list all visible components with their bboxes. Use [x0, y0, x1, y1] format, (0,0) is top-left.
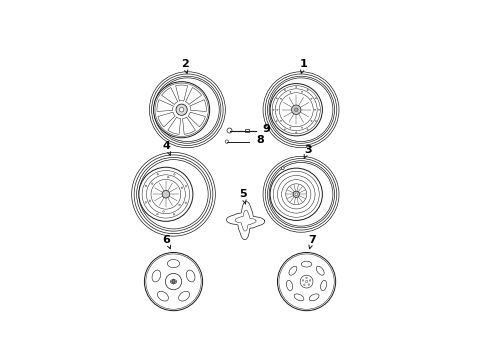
Ellipse shape: [290, 91, 291, 93]
Polygon shape: [158, 112, 175, 127]
Circle shape: [173, 213, 175, 215]
Polygon shape: [186, 87, 201, 104]
Polygon shape: [183, 117, 196, 134]
Ellipse shape: [307, 89, 308, 91]
Text: 2: 2: [181, 59, 189, 73]
Polygon shape: [157, 100, 173, 112]
Circle shape: [295, 193, 297, 195]
Circle shape: [305, 280, 308, 283]
Ellipse shape: [284, 129, 286, 130]
Ellipse shape: [186, 270, 195, 282]
Text: 9: 9: [262, 124, 270, 134]
Circle shape: [293, 191, 299, 197]
Ellipse shape: [311, 120, 312, 121]
Ellipse shape: [289, 266, 297, 275]
Circle shape: [176, 104, 187, 115]
Polygon shape: [188, 112, 205, 127]
Circle shape: [277, 252, 336, 311]
Ellipse shape: [318, 109, 319, 110]
Text: 4: 4: [163, 141, 171, 155]
Ellipse shape: [306, 277, 307, 279]
Ellipse shape: [301, 127, 303, 128]
Ellipse shape: [276, 98, 277, 99]
Circle shape: [157, 174, 159, 175]
Ellipse shape: [273, 109, 274, 110]
Circle shape: [168, 176, 169, 178]
Polygon shape: [168, 117, 181, 134]
Circle shape: [294, 108, 298, 112]
Circle shape: [281, 167, 284, 170]
Text: 8: 8: [257, 135, 265, 145]
Ellipse shape: [315, 98, 317, 99]
Ellipse shape: [179, 291, 190, 301]
Circle shape: [270, 84, 322, 136]
Ellipse shape: [301, 91, 303, 93]
Circle shape: [173, 281, 174, 282]
Ellipse shape: [294, 294, 304, 301]
Circle shape: [270, 168, 322, 220]
Text: 6: 6: [163, 235, 171, 249]
Ellipse shape: [280, 98, 282, 99]
Ellipse shape: [316, 266, 324, 275]
Circle shape: [157, 213, 158, 215]
Bar: [245, 129, 249, 132]
Ellipse shape: [315, 109, 316, 110]
Ellipse shape: [152, 270, 161, 282]
Ellipse shape: [168, 260, 180, 267]
Polygon shape: [190, 100, 206, 112]
Ellipse shape: [276, 121, 277, 122]
Ellipse shape: [284, 89, 286, 91]
Circle shape: [151, 183, 153, 184]
Text: 7: 7: [308, 235, 316, 249]
Text: 3: 3: [304, 145, 312, 158]
Circle shape: [179, 108, 184, 112]
Polygon shape: [226, 202, 265, 240]
Ellipse shape: [310, 280, 311, 281]
Ellipse shape: [320, 280, 327, 291]
Circle shape: [181, 187, 183, 189]
Text: 1: 1: [300, 59, 308, 73]
Circle shape: [185, 185, 187, 187]
Ellipse shape: [307, 129, 308, 130]
Ellipse shape: [277, 109, 278, 110]
Ellipse shape: [296, 132, 297, 133]
Circle shape: [179, 204, 180, 206]
Circle shape: [165, 274, 182, 290]
Text: 5: 5: [239, 189, 246, 204]
Ellipse shape: [287, 280, 293, 291]
Circle shape: [145, 202, 147, 203]
Circle shape: [149, 200, 150, 202]
Circle shape: [162, 190, 170, 198]
Ellipse shape: [311, 98, 312, 99]
Ellipse shape: [302, 280, 304, 281]
Circle shape: [173, 174, 175, 175]
Circle shape: [153, 82, 210, 138]
Ellipse shape: [315, 121, 317, 122]
Circle shape: [145, 185, 147, 186]
Ellipse shape: [304, 284, 305, 285]
Circle shape: [145, 252, 203, 311]
Circle shape: [163, 211, 164, 212]
Polygon shape: [162, 87, 178, 104]
Ellipse shape: [296, 86, 297, 87]
Ellipse shape: [308, 284, 310, 285]
Ellipse shape: [290, 127, 291, 128]
Ellipse shape: [157, 291, 169, 301]
Ellipse shape: [280, 120, 282, 121]
Circle shape: [292, 105, 301, 114]
Circle shape: [139, 167, 193, 221]
Ellipse shape: [309, 294, 319, 301]
Ellipse shape: [301, 261, 312, 267]
Circle shape: [300, 275, 313, 288]
Circle shape: [185, 202, 187, 203]
Polygon shape: [175, 85, 188, 101]
